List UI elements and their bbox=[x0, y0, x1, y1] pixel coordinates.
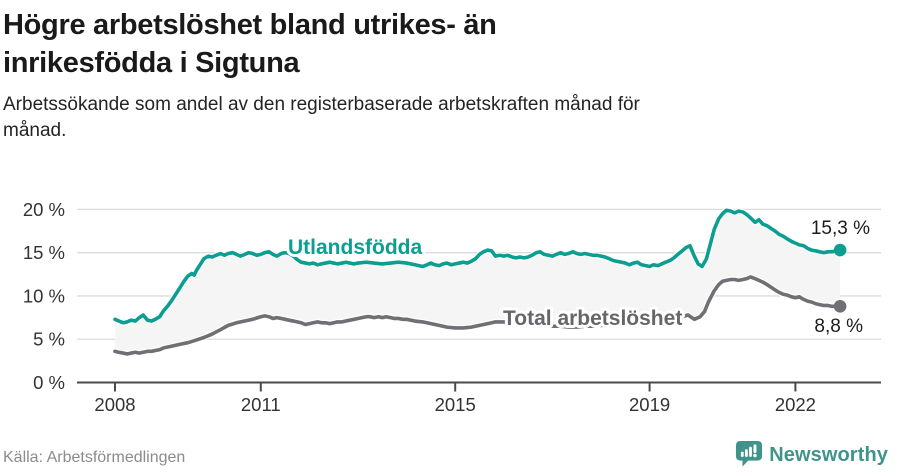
tick-labels: 2008 2011 2015 2019 2022 0 % 5 % 10 % 15 % 20 % bbox=[23, 199, 816, 415]
subtitle-line-2: månad. bbox=[3, 120, 67, 141]
x-tick-label-2011: 2011 bbox=[241, 394, 281, 415]
chart-subtitle: Arbetssökande som andel av den registerb… bbox=[3, 92, 883, 144]
end-dot-utlandsfodda bbox=[833, 243, 847, 257]
y-tick-label-0: 0 % bbox=[33, 372, 65, 393]
x-tick-label-2019: 2019 bbox=[629, 394, 670, 415]
series-label-total-arbetsloshet: Total arbetslöshet bbox=[503, 307, 682, 330]
x-axis bbox=[77, 381, 881, 392]
newsworthy-logo: Newsworthy bbox=[735, 440, 888, 470]
y-tick-label-15: 15 % bbox=[23, 242, 65, 263]
chart-header: Högre arbetslöshet bland utrikes- än inr… bbox=[3, 6, 883, 144]
page-title: Högre arbetslöshet bland utrikes- än inr… bbox=[3, 6, 883, 82]
newsworthy-wordmark: Newsworthy bbox=[769, 443, 888, 466]
line-utlandsfodda bbox=[113, 208, 842, 325]
line-total bbox=[113, 275, 842, 356]
end-value-label-total: 8,8 % bbox=[814, 316, 863, 337]
y-tick-label-20: 20 % bbox=[23, 199, 65, 220]
source-attribution: Källa: Arbetsförmedlingen bbox=[3, 449, 186, 466]
end-value-label-utlandsfodda: 15,3 % bbox=[811, 218, 870, 239]
series-end-dots bbox=[833, 243, 847, 313]
x-tick-label-2022: 2022 bbox=[775, 394, 816, 415]
title-line-1: Högre arbetslöshet bland utrikes- än bbox=[3, 9, 497, 41]
end-dot-total bbox=[833, 300, 847, 313]
x-tick-label-2015: 2015 bbox=[435, 394, 476, 415]
subtitle-line-1: Arbetssökande som andel av den registerb… bbox=[3, 94, 640, 115]
title-line-2: inrikesfödda i Sigtuna bbox=[3, 47, 300, 79]
newsworthy-barchart-bubble-icon bbox=[736, 441, 763, 467]
y-tick-label-5: 5 % bbox=[33, 329, 65, 350]
series-label-utlandsfodda: Utlandsfödda bbox=[288, 236, 422, 259]
x-tick-label-2008: 2008 bbox=[94, 394, 135, 415]
y-tick-label-10: 10 % bbox=[23, 285, 65, 306]
series-lines bbox=[112, 207, 844, 357]
